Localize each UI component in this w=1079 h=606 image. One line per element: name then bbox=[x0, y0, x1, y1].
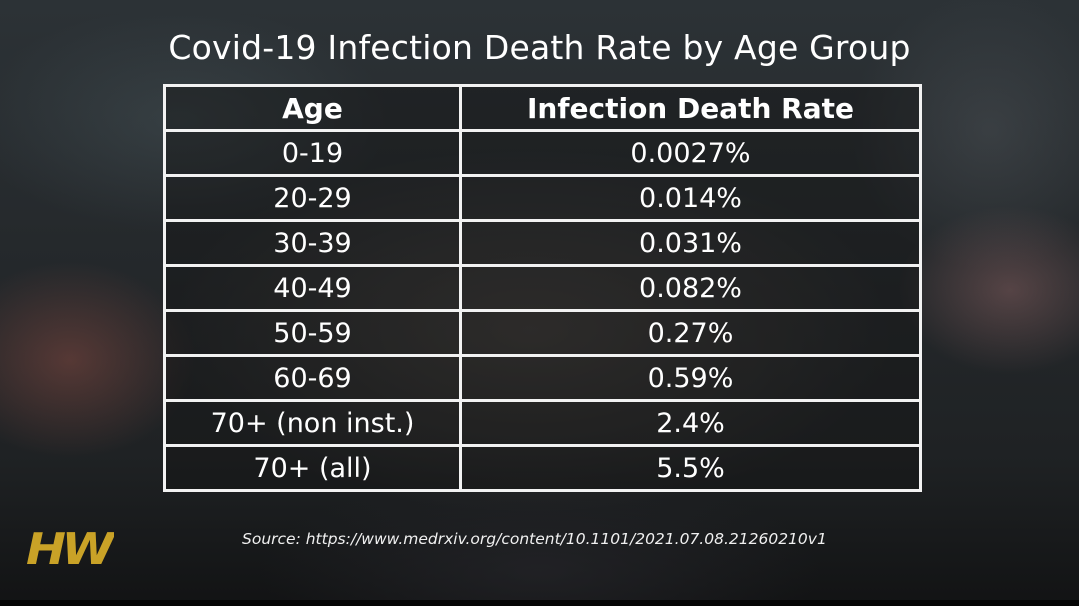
table-row: 70+ (non inst.) 2.4% bbox=[163, 399, 922, 447]
hw-logo-text: HW bbox=[26, 524, 114, 572]
rate-cell: 0.014% bbox=[459, 174, 922, 222]
table-row: 60-69 0.59% bbox=[163, 354, 922, 402]
age-cell: 30-39 bbox=[163, 219, 462, 267]
chart-title: Covid-19 Infection Death Rate by Age Gro… bbox=[168, 28, 911, 67]
table-row: 20-29 0.014% bbox=[163, 174, 922, 222]
table-row: 70+ (all) 5.5% bbox=[163, 444, 922, 492]
age-cell: 70+ (non inst.) bbox=[163, 399, 462, 447]
death-rate-table: Age Infection Death Rate 0-19 0.0027% 20… bbox=[163, 84, 922, 492]
rate-cell: 0.0027% bbox=[459, 129, 922, 177]
rate-cell: 5.5% bbox=[459, 444, 922, 492]
table-header-row: Age Infection Death Rate bbox=[163, 84, 922, 132]
table-row: 50-59 0.27% bbox=[163, 309, 922, 357]
bottom-bar bbox=[0, 600, 1079, 606]
hw-logo: HW bbox=[26, 524, 114, 572]
age-cell: 70+ (all) bbox=[163, 444, 462, 492]
age-cell: 40-49 bbox=[163, 264, 462, 312]
age-cell: 60-69 bbox=[163, 354, 462, 402]
source-citation: Source: https://www.medrxiv.org/content/… bbox=[242, 530, 827, 548]
table-row: 30-39 0.031% bbox=[163, 219, 922, 267]
rate-cell: 0.031% bbox=[459, 219, 922, 267]
table-row: 40-49 0.082% bbox=[163, 264, 922, 312]
rate-cell: 0.082% bbox=[459, 264, 922, 312]
rate-cell: 0.27% bbox=[459, 309, 922, 357]
table-row: 0-19 0.0027% bbox=[163, 129, 922, 177]
age-cell: 20-29 bbox=[163, 174, 462, 222]
column-header-infection-death-rate: Infection Death Rate bbox=[459, 84, 922, 132]
rate-cell: 2.4% bbox=[459, 399, 922, 447]
column-header-age: Age bbox=[163, 84, 462, 132]
rate-cell: 0.59% bbox=[459, 354, 922, 402]
age-cell: 0-19 bbox=[163, 129, 462, 177]
age-cell: 50-59 bbox=[163, 309, 462, 357]
